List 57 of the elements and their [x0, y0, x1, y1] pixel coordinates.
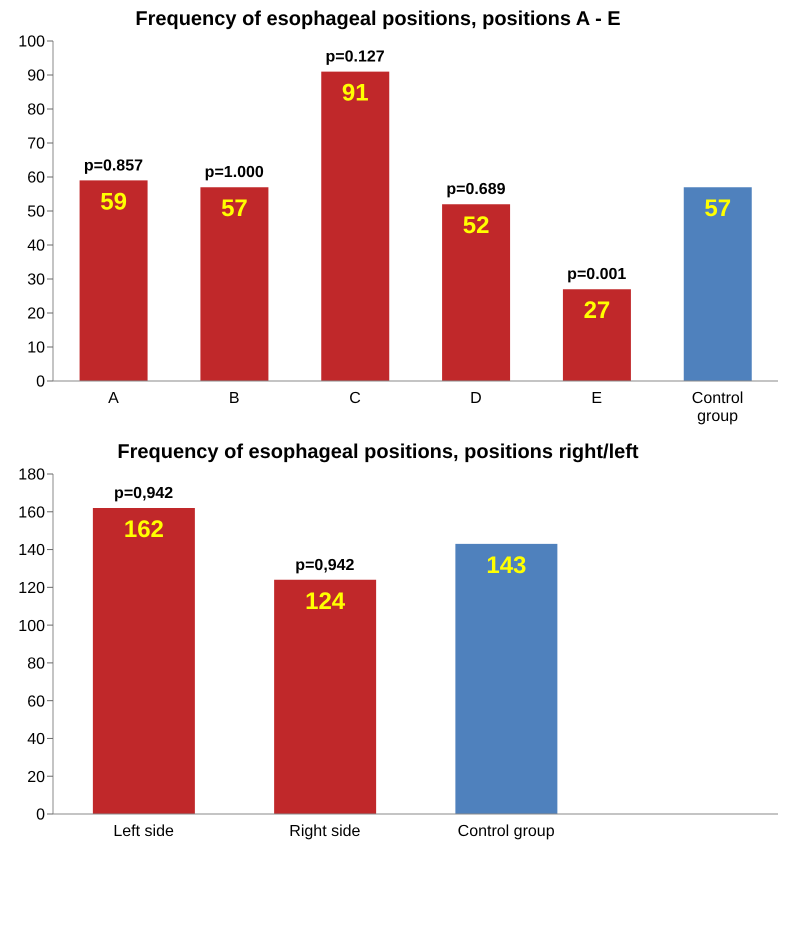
y-tick-label: 30 — [27, 272, 46, 289]
annotation: p=0.127 — [326, 48, 385, 66]
y-tick-label: 120 — [18, 580, 46, 598]
bar — [200, 187, 268, 381]
chart-title: Frequency of esophageal positions, positions A - E — [134, 8, 622, 31]
x-tick-label: D — [470, 390, 482, 407]
data-label: 57 — [704, 195, 732, 222]
x-tick-label: B — [228, 390, 240, 407]
data-label: 162 — [124, 516, 164, 544]
annotation: p=0,942 — [114, 485, 174, 502]
chart-title: Frequency of esophageal positions, positions right/left — [116, 441, 640, 464]
data-label: 91 — [342, 80, 369, 107]
annotation: p=0,942 — [295, 556, 355, 574]
y-tick-label: 80 — [27, 102, 46, 119]
y-tick-label: 40 — [27, 238, 46, 255]
data-label: 27 — [584, 297, 610, 324]
y-tick-label: 100 — [18, 34, 46, 51]
data-label: 52 — [462, 212, 490, 240]
annotation: p=0.689 — [446, 181, 506, 198]
y-tick-label: 100 — [18, 618, 46, 635]
x-tick-label: E — [591, 390, 602, 407]
y-tick-label: 80 — [27, 656, 46, 673]
y-tick-label: 60 — [27, 693, 46, 710]
x-tick-label: A — [108, 390, 120, 407]
annotation: p=1.000 — [204, 164, 264, 182]
y-tick-label: 20 — [27, 306, 46, 323]
bar — [274, 580, 376, 814]
y-tick-label: 50 — [27, 204, 46, 221]
y-tick-label: 60 — [27, 170, 46, 187]
y-tick-label: 0 — [36, 374, 46, 391]
y-tick-label: 180 — [18, 466, 46, 484]
annotation: p=0.001 — [567, 266, 626, 284]
y-tick-label: 90 — [27, 68, 46, 85]
annotation: p=0.857 — [84, 157, 144, 174]
x-tick-label: Right side — [289, 823, 361, 840]
bar — [562, 289, 631, 381]
data-label: 57 — [221, 195, 248, 222]
bar — [321, 72, 390, 381]
x-tick-label: Control group — [692, 390, 744, 425]
x-tick-label: C — [349, 390, 361, 407]
y-tick-label: 10 — [27, 340, 46, 357]
data-label: 143 — [486, 552, 526, 579]
y-tick-label: 0 — [36, 806, 46, 824]
x-tick-label: Left side — [113, 823, 174, 840]
y-tick-label: 20 — [27, 768, 46, 786]
y-tick-label: 70 — [27, 136, 46, 153]
bar — [455, 544, 558, 814]
bar — [684, 187, 752, 381]
bar — [442, 204, 510, 381]
data-label: 59 — [100, 188, 127, 216]
y-tick-label: 40 — [27, 731, 46, 748]
y-tick-label: 160 — [18, 504, 46, 522]
data-label: 124 — [305, 588, 346, 615]
x-tick-label: Control group — [458, 823, 555, 840]
y-tick-label: 140 — [18, 542, 46, 560]
bar — [80, 180, 148, 381]
bar — [92, 508, 195, 814]
